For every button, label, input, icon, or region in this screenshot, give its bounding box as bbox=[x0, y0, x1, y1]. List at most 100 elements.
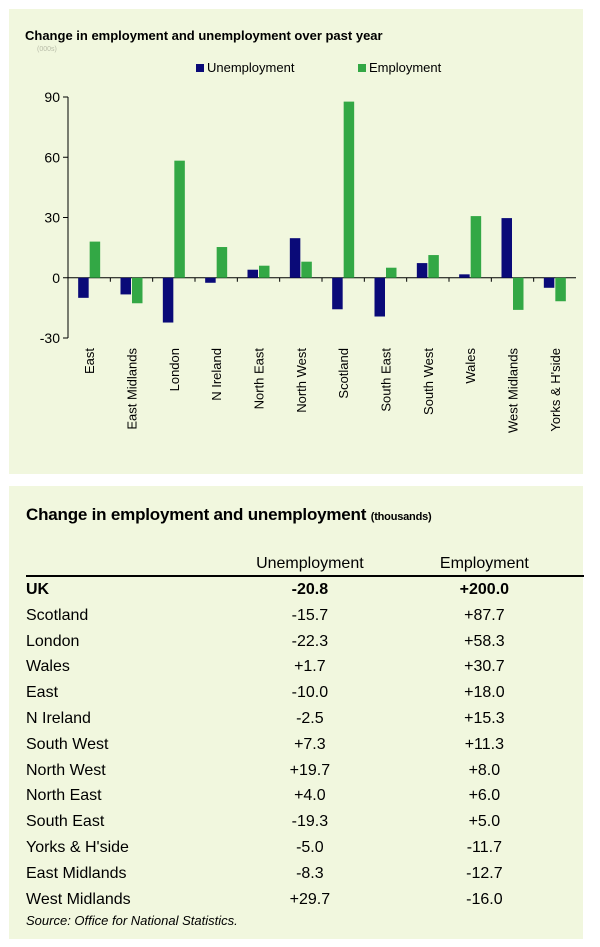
row-employment: +5.0 bbox=[468, 813, 501, 831]
bar-employment bbox=[216, 247, 228, 278]
column-header-unemployment: Unemployment bbox=[235, 553, 385, 577]
column-header-region bbox=[26, 553, 236, 577]
chart-subtitle: (000s) bbox=[37, 46, 57, 53]
bar-unemployment bbox=[374, 277, 385, 317]
row-unemployment: -8.3 bbox=[296, 864, 324, 882]
row-name: London bbox=[26, 632, 80, 650]
row-name: South West bbox=[26, 735, 109, 753]
y-tick-label: 0 bbox=[52, 270, 60, 286]
table-row: London -22.3 +58.3 bbox=[26, 629, 584, 655]
table-row: Yorks & H'side -5.0 -11.7 bbox=[26, 835, 584, 861]
bar-unemployment bbox=[205, 277, 216, 283]
bar-employment bbox=[343, 101, 355, 278]
bar-unemployment bbox=[78, 277, 89, 298]
row-unemployment: +1.7 bbox=[294, 658, 326, 676]
row-unemployment: -15.7 bbox=[291, 606, 329, 624]
table-header-row: Unemployment Employment bbox=[26, 553, 584, 577]
table-title: Change in employment and unemployment (t… bbox=[26, 505, 432, 525]
row-employment: -16.0 bbox=[466, 890, 503, 908]
row-name: Wales bbox=[26, 658, 70, 676]
bar-unemployment bbox=[247, 269, 258, 278]
x-tick-label: N Ireland bbox=[209, 348, 224, 401]
legend-label: Unemployment bbox=[207, 60, 295, 75]
row-unemployment: +7.3 bbox=[294, 735, 326, 753]
bar-unemployment bbox=[332, 277, 343, 310]
row-employment: +200.0 bbox=[459, 581, 510, 598]
row-name: North East bbox=[26, 787, 102, 805]
bar-employment bbox=[89, 241, 101, 278]
row-employment: +87.7 bbox=[464, 606, 505, 624]
bar-unemployment bbox=[543, 277, 555, 288]
table-row: East -10.0 +18.0 bbox=[26, 680, 584, 706]
row-employment: +8.0 bbox=[468, 761, 501, 779]
row-employment: +6.0 bbox=[468, 787, 501, 805]
bar-employment bbox=[132, 277, 143, 304]
row-employment: +30.7 bbox=[464, 658, 505, 676]
bar-unemployment bbox=[459, 274, 470, 278]
row-name: West Midlands bbox=[26, 890, 131, 908]
table-row: Scotland -15.7 +87.7 bbox=[26, 603, 584, 629]
y-tick-label: 90 bbox=[44, 89, 60, 105]
table-row-uk: UK -20.8 +200.0 bbox=[26, 576, 584, 603]
x-tick-label: North West bbox=[294, 348, 309, 413]
row-employment: -11.7 bbox=[466, 838, 502, 856]
table-title-text: Change in employment and unemployment bbox=[26, 505, 367, 524]
table-row: South West +7.3 +11.3 bbox=[26, 732, 584, 758]
row-unemployment: -10.0 bbox=[291, 684, 329, 702]
row-unemployment: -20.8 bbox=[291, 581, 329, 598]
chart-title: Change in employment and unemployment ov… bbox=[25, 28, 383, 43]
x-tick-label: South West bbox=[421, 348, 436, 415]
table-row: East Midlands -8.3 -12.7 bbox=[26, 861, 584, 887]
bar-employment bbox=[555, 277, 566, 302]
row-employment: +18.0 bbox=[464, 684, 505, 702]
x-tick-label: Scotland bbox=[336, 348, 351, 399]
row-name: UK bbox=[26, 581, 50, 598]
y-tick-label: 30 bbox=[44, 210, 60, 226]
row-employment: +15.3 bbox=[464, 709, 505, 727]
row-name: South East bbox=[26, 813, 105, 831]
bar-employment bbox=[513, 277, 524, 310]
bar-unemployment bbox=[416, 263, 428, 278]
x-tick-label: Yorks & H'side bbox=[548, 348, 563, 432]
bar-chart: Unemployment Employment 90 60 30 0 -30 East East… bbox=[40, 60, 576, 433]
bar-unemployment bbox=[501, 218, 512, 278]
x-tick-label: South East bbox=[379, 348, 394, 412]
legend-label: Employment bbox=[369, 60, 442, 75]
y-tick-label: -30 bbox=[40, 330, 60, 346]
row-unemployment: -19.3 bbox=[291, 813, 329, 831]
bar-unemployment bbox=[120, 277, 131, 295]
table-row: North East +4.0 +6.0 bbox=[26, 783, 584, 809]
bar-unemployment bbox=[162, 277, 174, 323]
row-unemployment: -5.0 bbox=[296, 838, 324, 856]
row-name: East Midlands bbox=[26, 864, 127, 882]
table-row: West Midlands +29.7 -16.0 bbox=[26, 887, 584, 913]
legend-swatch bbox=[196, 64, 204, 72]
bar-unemployment bbox=[289, 238, 301, 278]
x-tick-label: London bbox=[167, 348, 182, 391]
row-employment: -12.7 bbox=[466, 864, 503, 882]
row-name: North West bbox=[26, 761, 106, 779]
row-unemployment: -22.3 bbox=[291, 632, 329, 650]
x-tick-label: East bbox=[82, 348, 97, 374]
bar-employment bbox=[470, 216, 482, 278]
bar-employment bbox=[428, 255, 439, 278]
bar-employment bbox=[301, 261, 312, 278]
table-row: North West +19.7 +8.0 bbox=[26, 758, 584, 784]
legend-swatch bbox=[358, 64, 366, 72]
row-name: Scotland bbox=[26, 606, 89, 624]
x-tick-label: East Midlands bbox=[125, 348, 140, 430]
row-unemployment: +19.7 bbox=[289, 761, 331, 779]
row-unemployment: +29.7 bbox=[289, 890, 331, 908]
x-tick-label: North East bbox=[252, 348, 267, 410]
table-title-unit: (thousands) bbox=[370, 511, 432, 523]
row-name: East bbox=[26, 684, 59, 702]
row-unemployment: -2.5 bbox=[296, 709, 324, 727]
row-employment: +58.3 bbox=[464, 632, 505, 650]
bar-employment bbox=[174, 160, 185, 278]
column-header-employment: Employment bbox=[384, 553, 584, 577]
y-tick-label: 60 bbox=[44, 149, 60, 165]
table-row: N Ireland -2.5 +15.3 bbox=[26, 706, 584, 732]
row-name: Yorks & H'side bbox=[26, 838, 129, 856]
row-employment: +11.3 bbox=[464, 735, 504, 753]
source-note: Source: Office for National Statistics. bbox=[26, 913, 238, 928]
